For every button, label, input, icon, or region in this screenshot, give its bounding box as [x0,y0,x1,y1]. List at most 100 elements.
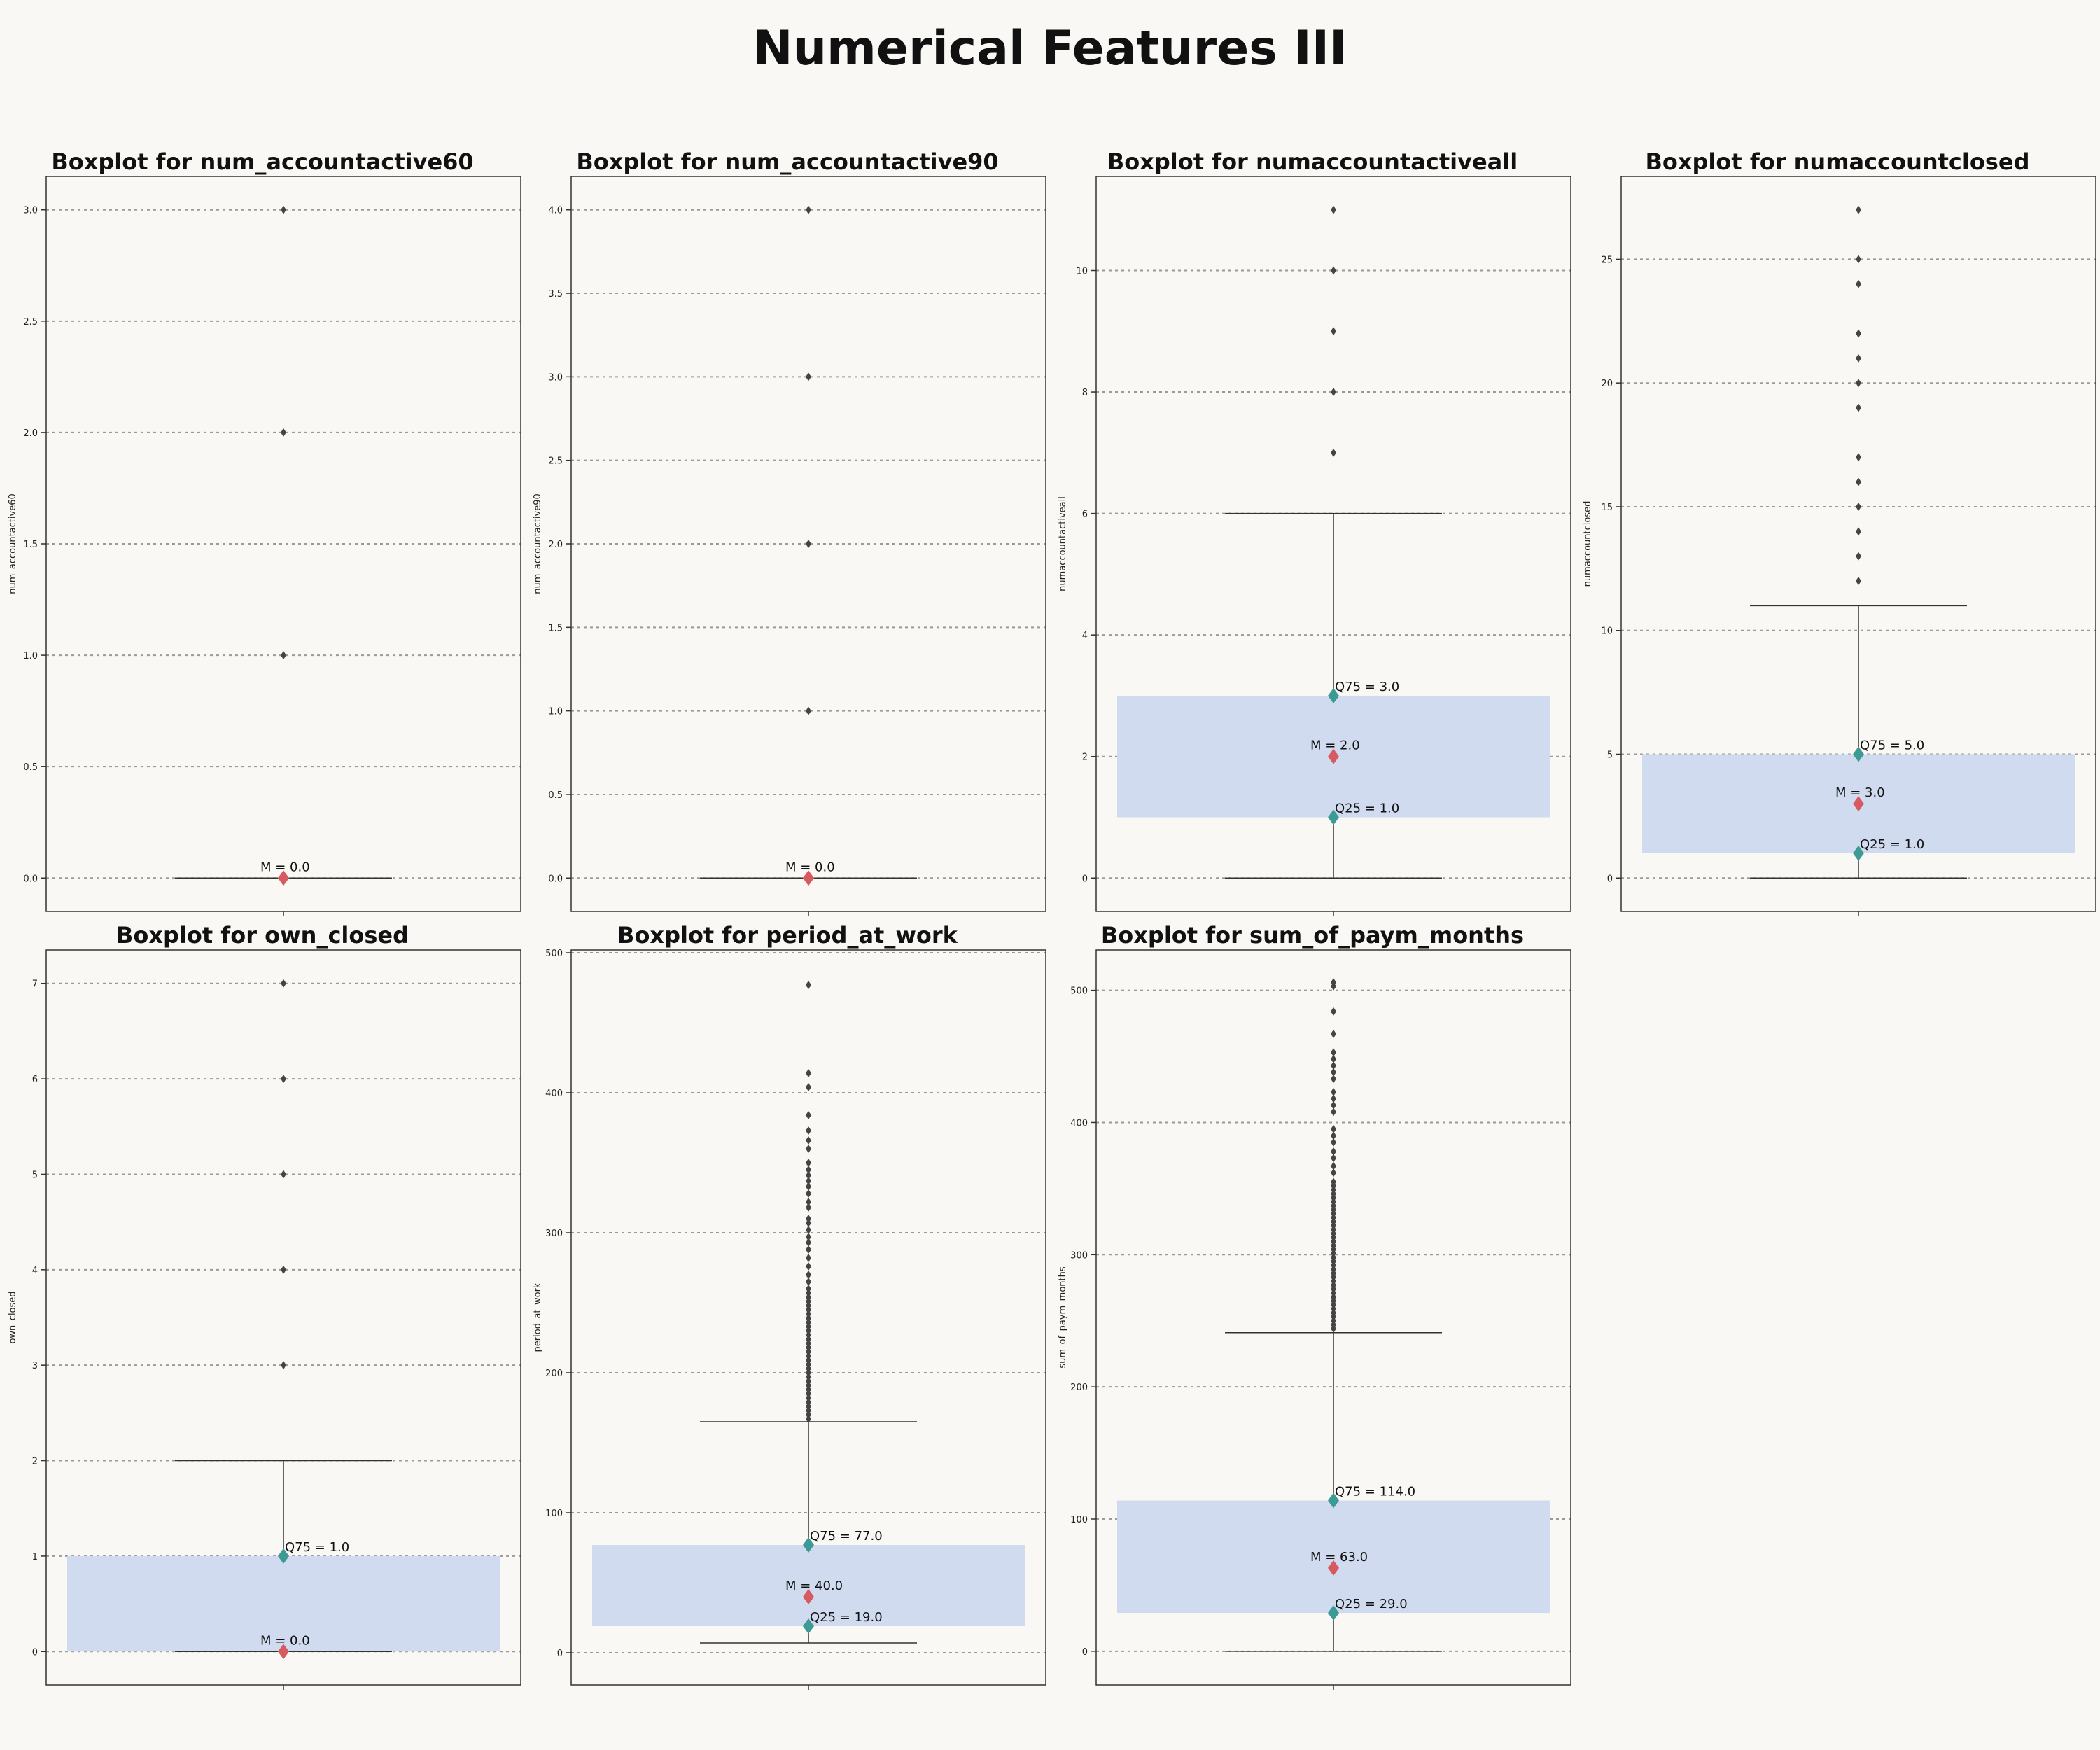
y-tick-label: 100 [545,1508,563,1519]
median-label: M = 0.0 [260,1633,310,1648]
panel-title: Boxplot for numaccountclosed [1645,148,2030,175]
median-label: M = 63.0 [1310,1550,1368,1564]
outlier-point [806,1226,811,1234]
outlier-point [1331,1054,1336,1063]
axes-frame [1620,176,2096,912]
y-tick-label: 15 [1601,503,1613,513]
y-tick-label: 1.0 [23,651,38,662]
outlier-point [806,1198,811,1206]
outlier-point [1856,403,1861,412]
y-tick-label: 2.5 [23,317,38,328]
outlier-point [1331,1154,1336,1163]
outlier-point [806,1182,811,1191]
y-axis-label: period_at_work [533,1282,543,1352]
panel-title: Boxplot for period_at_work [617,922,958,948]
outlier-point [1331,1124,1336,1133]
boxplot-num-accountactive90: 0.0 0.5 1.0 1.5 2.0 2.5 3.0 3.5 4.0 num_accountac… [533,176,1046,916]
outlier-point [1331,1131,1336,1140]
outlier-point [1331,1074,1336,1084]
median-label: M = 3.0 [1835,785,1885,800]
q25-marker [1328,1605,1339,1621]
y-tick-label: 8 [1082,388,1088,398]
y-tick-label: 0.5 [548,790,563,801]
median-marker [278,870,289,886]
q25-label: Q25 = 1.0 [1335,801,1399,816]
outlier-point [806,1262,811,1270]
q75-marker [278,1548,289,1564]
outlier-point [806,1203,811,1212]
iqr-box [67,1555,500,1652]
outlier-point [1856,453,1861,462]
y-tick-label: 400 [545,1088,563,1099]
outlier-point [1331,1138,1336,1147]
boxplot-num-accountactive60: 0.0 0.5 1.0 1.5 2.0 2.5 3.0 num_accountactive60… [8,176,522,916]
outlier-point [806,1189,811,1198]
iqr-box [592,1545,1025,1626]
outlier-point [806,372,811,382]
boxplot-numaccountclosed: 0 5 10 15 20 25 numaccountclosed Q75 = 5.0 Q25 =… [1583,176,2096,916]
boxplot-numaccountactiveall: 0 2 4 6 8 10 numaccountactiveall Q75 = 3.0 Q25 =… [1058,176,1572,916]
outlier-point [806,1083,811,1091]
y-tick-label: 7 [32,979,38,990]
outlier-point [281,1265,286,1274]
outlier-point [1331,1068,1336,1077]
y-tick-label: 300 [1070,1250,1088,1261]
outlier-point [1331,1094,1336,1103]
outlier-point [806,1270,811,1279]
q75-marker [1328,1492,1339,1508]
outlier-point [281,651,286,660]
y-tick-label: 200 [545,1368,563,1379]
outlier-point [1856,379,1861,388]
median-label: M = 40.0 [785,1578,843,1593]
y-tick-label: 0 [1082,874,1088,884]
outlier-point [1856,477,1861,486]
outlier-point [806,1144,811,1153]
panel-own-closed: Boxplot for own_closed 0 1 2 3 4 5 6 7 own_close… [0,913,525,1690]
outlier-point [1331,1029,1336,1038]
outlier-point [806,981,811,989]
q25-marker [1853,845,1864,861]
outlier-point [1856,354,1861,363]
y-tick-label: 5 [1607,750,1613,761]
y-axis-label: numaccountactiveall [1058,496,1068,592]
y-tick-label: 0.0 [23,874,38,884]
q75-marker [1853,746,1864,762]
panel-title: Boxplot for own_closed [115,922,410,948]
y-tick-label: 2.5 [548,456,563,467]
panel-period-at-work: Boxplot for period_at_work 0 100 200 300 400… [525,913,1050,1690]
panel-numaccountclosed: Boxplot for numaccountclosed 0 5 10 15 20 25 n… [1575,140,2100,917]
outlier-point [806,540,811,548]
y-tick-label: 1.0 [548,707,563,718]
outlier-point [1331,1177,1336,1186]
outlier-point [1331,1107,1336,1116]
y-axis-label: numaccountclosed [1583,501,1593,587]
axes-frame [46,176,522,912]
y-tick-label: 1.5 [23,540,38,550]
outlier-point [281,1170,286,1179]
outlier-point [806,1126,811,1135]
outlier-point [1331,1088,1336,1097]
y-tick-label: 2.0 [23,428,38,439]
y-tick-label: 200 [1070,1382,1088,1393]
outlier-point [806,1111,811,1119]
outlier-point [1331,1168,1336,1177]
y-tick-label: 2.0 [548,540,563,550]
panel-title: Boxplot for num_accountactive90 [576,148,999,175]
median-marker [803,1589,814,1604]
outlier-point [1331,1061,1336,1070]
y-tick-label: 500 [1070,986,1088,997]
y-tick-label: 0 [557,1648,563,1659]
outlier-point [806,1284,811,1293]
iqr-box [1117,1500,1550,1614]
y-tick-label: 1 [32,1552,38,1562]
y-tick-label: 6 [32,1074,38,1085]
y-tick-label: 10 [1076,267,1088,277]
outlier-point [1856,527,1861,536]
y-tick-label: 4 [32,1266,38,1276]
outlier-point [806,1233,811,1241]
outlier-point [1856,279,1861,288]
y-tick-label: 300 [545,1228,563,1239]
boxplot-sum-of-paym-months: 0 100 200 300 400 500 sum_of_paym_months Q75 = … [1058,949,1572,1690]
y-tick-label: 500 [545,948,563,959]
panel-num-accountactive60: Boxplot for num_accountactive60 0.0 0.5 1.… [0,140,525,917]
